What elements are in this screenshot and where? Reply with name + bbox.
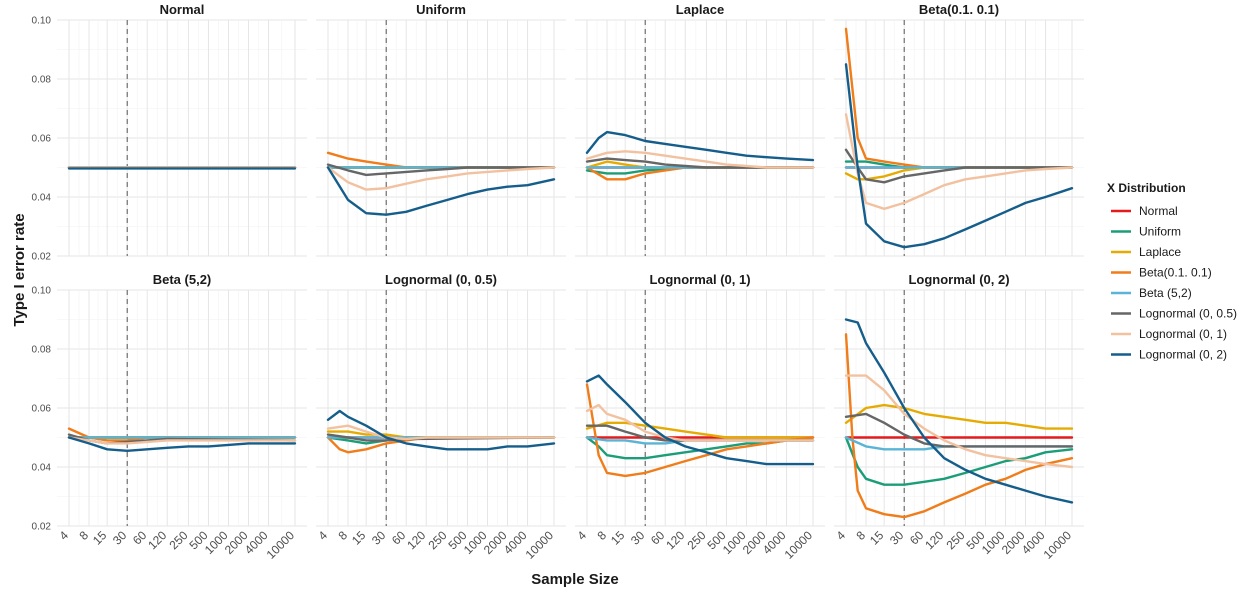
series-line	[326, 433, 556, 442]
x-tick-label: 30	[110, 528, 130, 548]
panel-1: Normal 0.02 0.04 0.06 0.08 0.10	[32, 2, 307, 263]
series-line	[585, 157, 815, 169]
series-line	[844, 318, 1074, 504]
panel-title: Lognormal (0, 0.5)	[385, 272, 497, 287]
series-line	[585, 374, 815, 466]
legend-title: X Distribution	[1107, 181, 1186, 195]
x-axis-title: Sample Size	[531, 571, 619, 588]
panel-title: Beta(0.1. 0.1)	[919, 2, 999, 17]
x-tick-label: 250	[425, 528, 449, 552]
panels: Normal 0.02 0.04 0.06 0.08 0.10 Uniform Laplace…	[32, 2, 1084, 562]
x-tick-label: 10000	[264, 528, 298, 562]
panel-2: Uniform	[316, 2, 566, 257]
y-tick-label: 0.06	[32, 134, 52, 145]
x-tick-label: 15	[608, 528, 628, 548]
x-tick-label: 8	[336, 528, 351, 543]
series-line	[585, 130, 815, 162]
panel-title: Lognormal (0, 2)	[908, 272, 1009, 287]
y-tick-label: 0.10	[32, 16, 52, 27]
x-tick-label: 250	[684, 528, 708, 552]
series-line	[326, 163, 556, 177]
y-tick-label: 0.04	[32, 193, 52, 204]
series-line	[844, 63, 1074, 249]
x-tick-label: 30	[628, 528, 648, 548]
panel-7: Lognormal (0, 1)4 815 30 601202505001000200…	[574, 272, 825, 562]
x-tick-label: 4	[833, 528, 848, 543]
legend-label: Beta (5,2)	[1139, 286, 1192, 300]
x-tick-label: 120	[145, 528, 169, 552]
panel-title: Beta (5,2)	[153, 272, 212, 287]
y-tick-label: 0.02	[32, 522, 52, 533]
y-tick-label: 0.08	[32, 75, 52, 86]
x-tick-label: 10000	[782, 528, 816, 562]
series-line	[844, 148, 1074, 184]
x-tick-label: 30	[887, 528, 907, 548]
series-line	[844, 113, 1074, 211]
panel-title: Lognormal (0, 1)	[649, 272, 750, 287]
y-tick-label: 0.04	[32, 463, 52, 474]
y-tick-label: 0.02	[32, 252, 52, 263]
x-tick-label: 15	[349, 528, 369, 548]
legend-label: Uniform	[1139, 225, 1181, 239]
series-line	[844, 412, 1074, 448]
x-tick-label: 8	[77, 528, 92, 543]
series-line	[67, 436, 297, 445]
x-tick-label: 30	[369, 528, 389, 548]
series-line	[585, 421, 815, 439]
panel-4: Beta(0.1. 0.1)	[834, 2, 1084, 257]
panel-5: Beta (5,2)0.020.040.060.080.104 815 30 6012…	[32, 272, 307, 562]
panel-title: Laplace	[676, 2, 724, 17]
legend: X Distribution Normal Uniform Laplace Beta(…	[1107, 181, 1237, 362]
x-tick-label: 10000	[523, 528, 557, 562]
series-line	[844, 374, 1074, 469]
x-tick-label: 250	[166, 528, 190, 552]
series-line	[844, 436, 1074, 486]
x-tick-label: 120	[663, 528, 687, 552]
legend-label: Lognormal (0, 1)	[1139, 327, 1227, 341]
x-tick-label: 8	[595, 528, 610, 543]
panel-title: Uniform	[416, 2, 466, 17]
series-line	[844, 403, 1074, 430]
series-line	[585, 150, 815, 169]
series-line	[326, 166, 556, 216]
panel-6: Lognormal (0, 0.5)4 815 30 6012025050010002…	[315, 272, 566, 562]
y-tick-label: 0.08	[32, 345, 52, 356]
legend-label: Normal	[1139, 204, 1178, 218]
series-line	[585, 383, 815, 478]
series-line	[844, 333, 1074, 519]
x-tick-label: 250	[943, 528, 967, 552]
x-tick-label: 4	[56, 528, 71, 543]
x-tick-label: 10000	[1041, 528, 1075, 562]
panel-8: Lognormal (0, 2)4 815 30 601202505001000200…	[833, 272, 1084, 562]
y-tick-label: 0.10	[32, 286, 52, 297]
x-tick-label: 8	[854, 528, 869, 543]
series-line	[585, 403, 815, 442]
x-tick-label: 15	[867, 528, 887, 548]
y-axis-title: Type I error rate	[11, 213, 28, 326]
panel-3: Laplace	[575, 2, 825, 257]
series-line	[326, 409, 556, 451]
x-tick-label: 120	[404, 528, 428, 552]
y-tick-label: 0.06	[32, 404, 52, 415]
legend-label: Laplace	[1139, 245, 1181, 259]
legend-label: Lognormal (0, 0.5)	[1139, 307, 1237, 321]
x-tick-label: 120	[922, 528, 946, 552]
x-tick-label: 4	[574, 528, 589, 543]
series-line	[326, 166, 556, 191]
x-tick-label: 15	[90, 528, 110, 548]
panel-title: Normal	[160, 2, 205, 17]
series-line	[67, 436, 297, 452]
legend-label: Lognormal (0, 2)	[1139, 348, 1227, 362]
x-tick-label: 4	[315, 528, 330, 543]
legend-label: Beta(0.1. 0.1)	[1139, 266, 1212, 280]
